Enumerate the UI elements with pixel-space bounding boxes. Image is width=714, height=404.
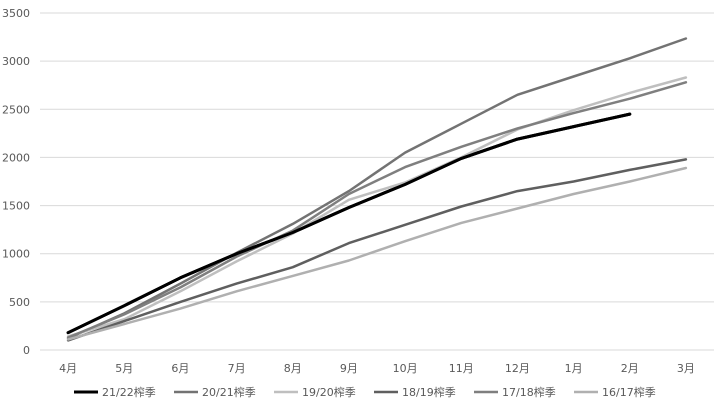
series-line <box>66 76 688 338</box>
y-tick-label: 3000 <box>2 55 30 68</box>
series-line <box>66 166 688 341</box>
x-tick-label: 12月 <box>505 362 530 375</box>
y-tick-label: 3500 <box>2 7 30 20</box>
legend-label: 16/17榨季 <box>602 385 656 399</box>
series-lines <box>66 37 688 342</box>
series-line <box>66 37 688 340</box>
x-tick-label: 6月 <box>171 362 189 375</box>
legend-label: 20/21榨季 <box>202 385 256 399</box>
x-tick-label: 1月 <box>565 362 583 375</box>
series-line <box>66 81 688 339</box>
series-line <box>66 158 688 342</box>
x-tick-label: 4月 <box>59 362 77 375</box>
y-tick-label: 500 <box>9 296 30 309</box>
x-tick-label: 9月 <box>340 362 358 375</box>
y-tick-label: 2000 <box>2 151 30 164</box>
legend-label: 19/20榨季 <box>302 385 356 399</box>
legend-label: 18/19榨季 <box>402 385 456 399</box>
x-tick-label: 10月 <box>393 362 418 375</box>
x-tick-label: 5月 <box>115 362 133 375</box>
x-tick-label: 3月 <box>677 362 695 375</box>
legend-label: 21/22榨季 <box>102 385 156 399</box>
x-tick-label: 11月 <box>449 362 474 375</box>
y-tick-label: 1000 <box>2 248 30 261</box>
x-tick-label: 8月 <box>284 362 302 375</box>
legend-label: 17/18榨季 <box>502 385 556 399</box>
x-axis-ticks: 4月 5月 6月 7月 8月 9月 10月 11月 12月 1月 2月 3月 <box>59 362 695 375</box>
x-tick-label: 7月 <box>228 362 246 375</box>
x-tick-label: 2月 <box>621 362 639 375</box>
series-line-highlight <box>66 112 632 335</box>
y-tick-label: 1500 <box>2 200 30 213</box>
y-axis-ticks: 0 500 1000 1500 2000 2500 3000 3500 <box>2 7 30 357</box>
y-tick-label: 0 <box>23 344 30 357</box>
y-tick-label: 2500 <box>2 103 30 116</box>
legend: 21/22榨季 20/21榨季 19/20榨季 18/19榨季 17/18榨季 16/17… <box>74 385 656 399</box>
